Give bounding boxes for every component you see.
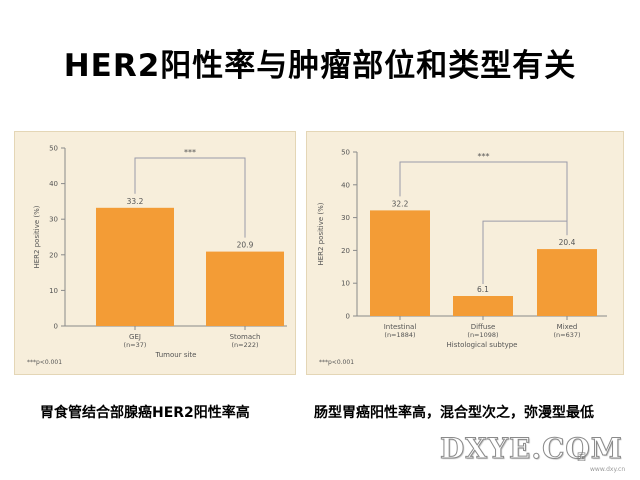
- x-category-sublabel: (n=637): [553, 331, 580, 339]
- significance-bracket: [482, 220, 568, 284]
- caption-right: 肠型胃癌阳性率高，混合型次之，弥漫型最低: [314, 405, 594, 421]
- slide-title: HER2阳性率与肿瘤部位和类型有关: [63, 48, 577, 84]
- y-tick-label: 0: [346, 313, 350, 321]
- y-tick-label: 10: [341, 280, 350, 288]
- chart-panel-tumour-site: 0 10 20 30 40 50 HER2 positive (%) 33.2 GEJ (n=37…: [14, 131, 296, 375]
- significance-label: ***: [184, 148, 196, 157]
- x-axis-label: Tumour site: [155, 351, 197, 359]
- bar: [206, 251, 284, 326]
- footnote: ***p<0.001: [27, 359, 62, 366]
- y-axis-label: HER2 positive (%): [33, 205, 41, 268]
- chart-histological-subtype: 0 10 20 30 40 50 HER2 positive (%) 32.2 Intestin…: [317, 149, 607, 366]
- x-category-sublabel: (n=222): [231, 341, 258, 349]
- bar-value-label: 6.1: [477, 285, 489, 294]
- y-tick-label: 10: [49, 287, 58, 295]
- x-axis-label: Histological subtype: [447, 341, 518, 349]
- bar: [537, 249, 597, 316]
- significance-label: ***: [478, 152, 490, 161]
- footnote: ***p<0.001: [319, 359, 354, 366]
- y-tick-label: 20: [49, 251, 58, 259]
- watermark-tag: 园: [577, 453, 587, 463]
- y-axis-label: HER2 positive (%): [317, 202, 325, 265]
- bar: [370, 210, 430, 316]
- y-tick-label: 50: [49, 145, 58, 153]
- y-tick-label: 30: [341, 214, 350, 222]
- caption-left: 胃食管结合部腺癌HER2阳性率高: [40, 405, 250, 421]
- x-category-label: Stomach: [230, 333, 261, 341]
- chart-tumour-site: 0 10 20 30 40 50 HER2 positive (%) 33.2 GEJ(n=37…: [27, 145, 287, 366]
- x-category-sublabel: (n=1098): [467, 331, 498, 339]
- bar: [453, 295, 513, 316]
- x-category-label: Diffuse: [471, 323, 496, 331]
- significance-bracket: [399, 161, 568, 236]
- chart-panel-histological-subtype: 0 10 20 30 40 50 HER2 positive (%) 32.2 Intestin…: [306, 131, 624, 375]
- x-category-sublabel: (n=37): [124, 341, 147, 349]
- y-tick-label: 50: [341, 149, 350, 157]
- y-tick-label: 20: [341, 247, 350, 255]
- bar-value-label: 32.2: [392, 199, 409, 208]
- bar-value-label: 20.4: [559, 238, 576, 247]
- y-tick-label: 30: [49, 216, 58, 224]
- significance-bracket: [134, 157, 246, 238]
- x-category-label: GEJ: [129, 333, 141, 341]
- watermark: DXYE.COM: [440, 432, 623, 466]
- watermark-url: www.dxy.cn: [590, 466, 626, 473]
- y-tick-label: 0: [54, 323, 58, 331]
- y-tick-label: 40: [341, 181, 350, 189]
- bar-value-label: 33.2: [127, 197, 144, 206]
- x-category-label: Intestinal: [384, 323, 417, 331]
- bar: [96, 207, 174, 326]
- x-category-sublabel: (n=1884): [384, 331, 415, 339]
- x-category-label: Mixed: [557, 323, 578, 331]
- bar-value-label: 20.9: [237, 241, 254, 250]
- y-tick-label: 40: [49, 180, 58, 188]
